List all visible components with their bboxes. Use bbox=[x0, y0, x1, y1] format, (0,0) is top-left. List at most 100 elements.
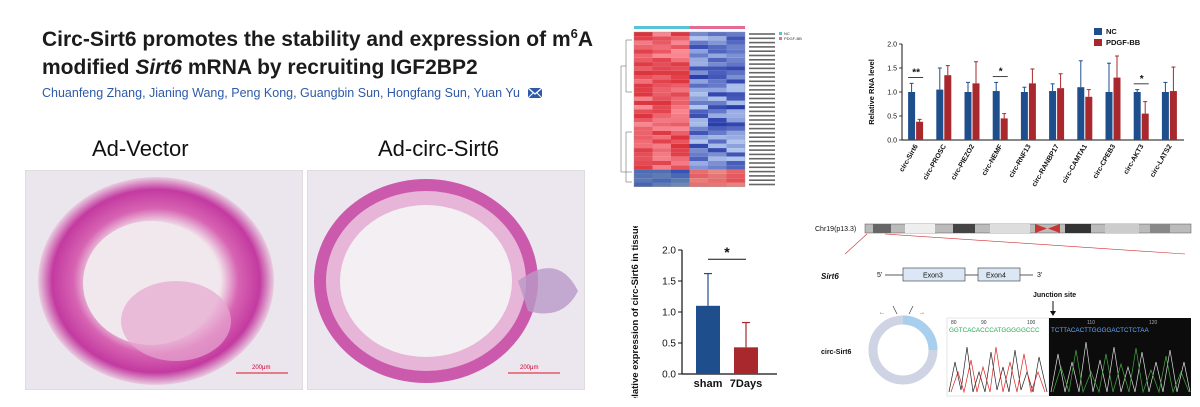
heatmap-cell bbox=[708, 169, 727, 174]
heatmap-cell bbox=[689, 126, 708, 131]
bar-pdgf-bb-circ-AKT3 bbox=[1141, 113, 1149, 140]
heatmap-cell bbox=[634, 143, 653, 149]
heatmap-cell bbox=[708, 109, 727, 114]
heatmap-cell bbox=[652, 87, 671, 93]
y-axis-label: Relative RNA level bbox=[867, 59, 876, 125]
significance-mark: * bbox=[724, 244, 730, 260]
heatmap-cell bbox=[634, 130, 653, 136]
heatmap-cell bbox=[634, 109, 653, 114]
heatmap-cell bbox=[726, 118, 745, 123]
heatmap-cell bbox=[652, 126, 671, 131]
heatmap-cell bbox=[689, 75, 708, 80]
heatmap-cell bbox=[708, 122, 727, 127]
y-tick-label: 1.5 bbox=[662, 277, 676, 288]
heatmap-row-label bbox=[749, 179, 775, 181]
bar-pdgf-bb-circ-CPEB3 bbox=[1113, 77, 1121, 140]
heatmap-cell bbox=[671, 57, 690, 63]
heatmap-cell bbox=[726, 126, 745, 131]
heatmap-cell bbox=[634, 44, 653, 50]
heatmap-cell bbox=[671, 44, 690, 50]
heatmap-cell bbox=[689, 40, 708, 45]
scale-bar-left: 200μm bbox=[252, 365, 270, 371]
bar-sham bbox=[696, 305, 720, 374]
heatmap-cell bbox=[689, 109, 708, 114]
heatmap-cell bbox=[652, 169, 671, 174]
heatmap-row-label bbox=[749, 175, 775, 177]
heatmap-cell bbox=[652, 152, 671, 157]
heatmap-cell bbox=[689, 173, 708, 179]
heatmap-cell bbox=[689, 152, 708, 157]
x-tick-label: circ-CPEB3 bbox=[1092, 143, 1117, 180]
heatmap-row-label bbox=[749, 93, 775, 95]
seq-tick-80: 80 bbox=[951, 320, 957, 326]
bar-pdgf-bb-circ-NEMF bbox=[1000, 118, 1008, 140]
gene-label: Sirt6 bbox=[821, 272, 839, 281]
heatmap-cell bbox=[634, 66, 653, 71]
y-tick-label: 2.0 bbox=[887, 42, 897, 49]
paper-title: Circ-Sirt6 promotes the stability and ex… bbox=[42, 26, 593, 79]
heatmap-cell bbox=[671, 165, 690, 170]
exon3-label: Exon3 bbox=[923, 273, 943, 280]
heatmap-row-label bbox=[749, 76, 775, 78]
circrna-structure-panel: Chr19(p13.3) Sirt6 5' 3' Exon3 Exon4 bbox=[815, 222, 1195, 402]
heatmap-cell bbox=[708, 79, 727, 84]
heatmap-cell bbox=[689, 169, 708, 174]
envelope-icon[interactable] bbox=[528, 88, 543, 98]
heatmap-cell bbox=[708, 130, 727, 136]
heatmap-cell bbox=[634, 173, 653, 179]
heatmap-cell bbox=[652, 66, 671, 71]
heatmap-cell bbox=[652, 75, 671, 80]
heatmap-cell bbox=[689, 83, 708, 88]
bar-pdgf-bb-circ-PROSC bbox=[944, 75, 952, 140]
heatmap-cell bbox=[634, 105, 653, 110]
heatmap-cell bbox=[689, 143, 708, 149]
heatmap-cell bbox=[671, 36, 690, 41]
circ-sirt6-label: circ-Sirt6 bbox=[821, 349, 851, 356]
heatmap-cell bbox=[689, 118, 708, 123]
heatmap-cell bbox=[634, 62, 653, 67]
heatmap-cell bbox=[726, 44, 745, 50]
heatmap-cell bbox=[726, 161, 745, 166]
heatmap-cell bbox=[708, 139, 727, 144]
heatmap-row-label bbox=[749, 162, 775, 164]
seq-tick-100: 100 bbox=[1027, 320, 1036, 326]
heatmap-cell bbox=[652, 178, 671, 183]
heatmap-cell bbox=[671, 32, 690, 37]
heatmap-cell bbox=[671, 87, 690, 93]
heatmap-cell bbox=[689, 32, 708, 37]
heatmap-cell bbox=[652, 57, 671, 63]
heatmap-row-label bbox=[749, 59, 775, 61]
heatmap-row-label bbox=[749, 33, 775, 35]
heatmap-cell bbox=[726, 122, 745, 127]
heatmap-cell bbox=[708, 143, 727, 149]
y-tick-label: 0.5 bbox=[662, 339, 676, 350]
heatmap-cell bbox=[708, 152, 727, 157]
heatmap-row-label bbox=[749, 67, 775, 70]
heatmap-cell bbox=[652, 83, 671, 88]
heatmap-cell bbox=[634, 83, 653, 88]
heatmap-cell bbox=[726, 109, 745, 114]
sequence-left: GGTCACACCCATGGGGGCCC bbox=[949, 327, 1040, 334]
heatmap-panel: NC PDGF-BB bbox=[618, 20, 814, 215]
heatmap-cell bbox=[652, 182, 671, 187]
heatmap-cell bbox=[634, 156, 653, 161]
heatmap-cell bbox=[671, 122, 690, 127]
heatmap-row-label bbox=[749, 110, 775, 113]
heatmap-cell bbox=[671, 156, 690, 161]
group-bar-nc bbox=[634, 26, 690, 29]
heatmap-cell bbox=[708, 75, 727, 80]
heatmap-cell bbox=[708, 70, 727, 75]
heatmap-cell bbox=[671, 105, 690, 110]
heatmap-row-label bbox=[749, 183, 775, 186]
heatmap-row-label bbox=[749, 71, 775, 74]
heatmap-cell bbox=[726, 100, 745, 106]
heatmap-cell bbox=[689, 49, 708, 54]
x-tick-label: sham bbox=[694, 378, 723, 390]
heatmap-legend-nc: NC bbox=[784, 31, 790, 36]
exon4-label: Exon4 bbox=[986, 273, 1006, 280]
heatmap-cell bbox=[726, 139, 745, 144]
junction-site-label: Junction site bbox=[1033, 292, 1076, 299]
heatmap-cell bbox=[726, 173, 745, 179]
heatmap-row-label bbox=[749, 106, 775, 108]
heatmap-cell bbox=[689, 105, 708, 110]
